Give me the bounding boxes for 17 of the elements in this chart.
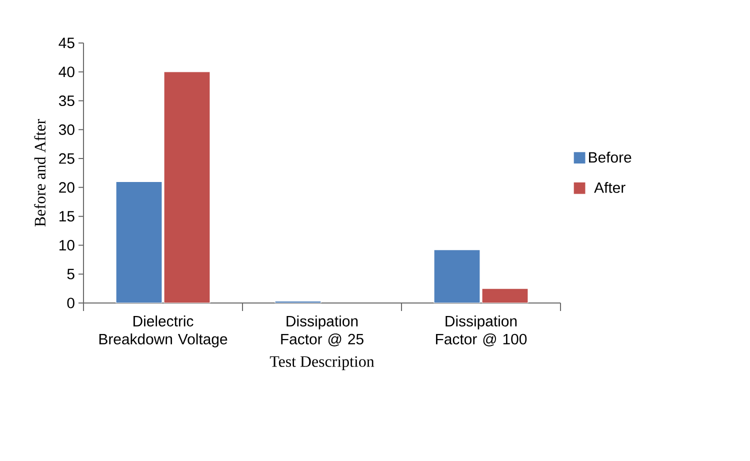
x-axis-title: Test Description <box>270 356 374 370</box>
y-tick-label: 45 <box>58 38 74 48</box>
y-axis-title: Before and After <box>34 119 46 227</box>
y-tick-label: 30 <box>58 124 74 135</box>
x-tick-label: Dissipation Factor @ 25 <box>281 316 364 346</box>
legend-label: Before <box>589 152 632 163</box>
y-tick-label: 0 <box>67 298 74 308</box>
y-tick-label: 5 <box>67 268 74 280</box>
y-tick-label: 40 <box>58 66 74 78</box>
x-tick-label: Dielectric Breakdown Voltage <box>99 316 228 348</box>
y-tick-label: 10 <box>60 240 74 250</box>
legend-label: After <box>594 182 626 193</box>
y-tick-label: 35 <box>58 95 74 106</box>
y-tick-label: 20 <box>59 182 74 193</box>
y-tick-label: 15 <box>60 211 74 222</box>
y-tick-label: 25 <box>59 153 74 164</box>
x-tick-label: Dissipation Factor @ 100 <box>436 316 527 346</box>
